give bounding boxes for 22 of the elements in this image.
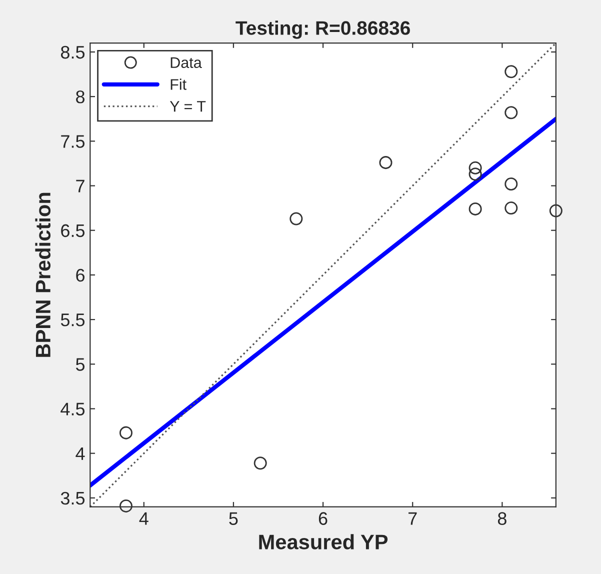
chart-title: Testing: R=0.86836 <box>236 20 410 39</box>
y-tick-label: 6 <box>76 268 84 282</box>
y-tick-label: 7.5 <box>61 135 85 148</box>
legend-label: Fit <box>170 78 186 90</box>
y-tick-label: 8.5 <box>60 46 85 59</box>
legend-label: Data <box>170 57 202 68</box>
legend-label: Y = T <box>170 101 206 112</box>
y-tick-label: 4 <box>76 447 85 460</box>
y-axis-title: BPNN Prediction <box>35 192 51 357</box>
y-tick-label: 3.5 <box>60 492 85 505</box>
y-tick-label: 4.5 <box>60 402 85 416</box>
y-tick-label: 5.5 <box>60 314 85 326</box>
x-tick-label: 7 <box>408 512 417 525</box>
x-axis-title: Measured YP <box>259 534 388 550</box>
x-tick-label: 4 <box>139 512 148 525</box>
x-tick-label: 5 <box>229 512 238 525</box>
y-tick-label: 7 <box>76 180 84 192</box>
y-tick-label: 5 <box>76 358 85 371</box>
x-tick-label: 6 <box>318 512 328 525</box>
y-tick-label: 6.5 <box>61 224 85 238</box>
y-tick-label: 8 <box>76 90 85 104</box>
x-tick-label: 8 <box>498 512 506 525</box>
